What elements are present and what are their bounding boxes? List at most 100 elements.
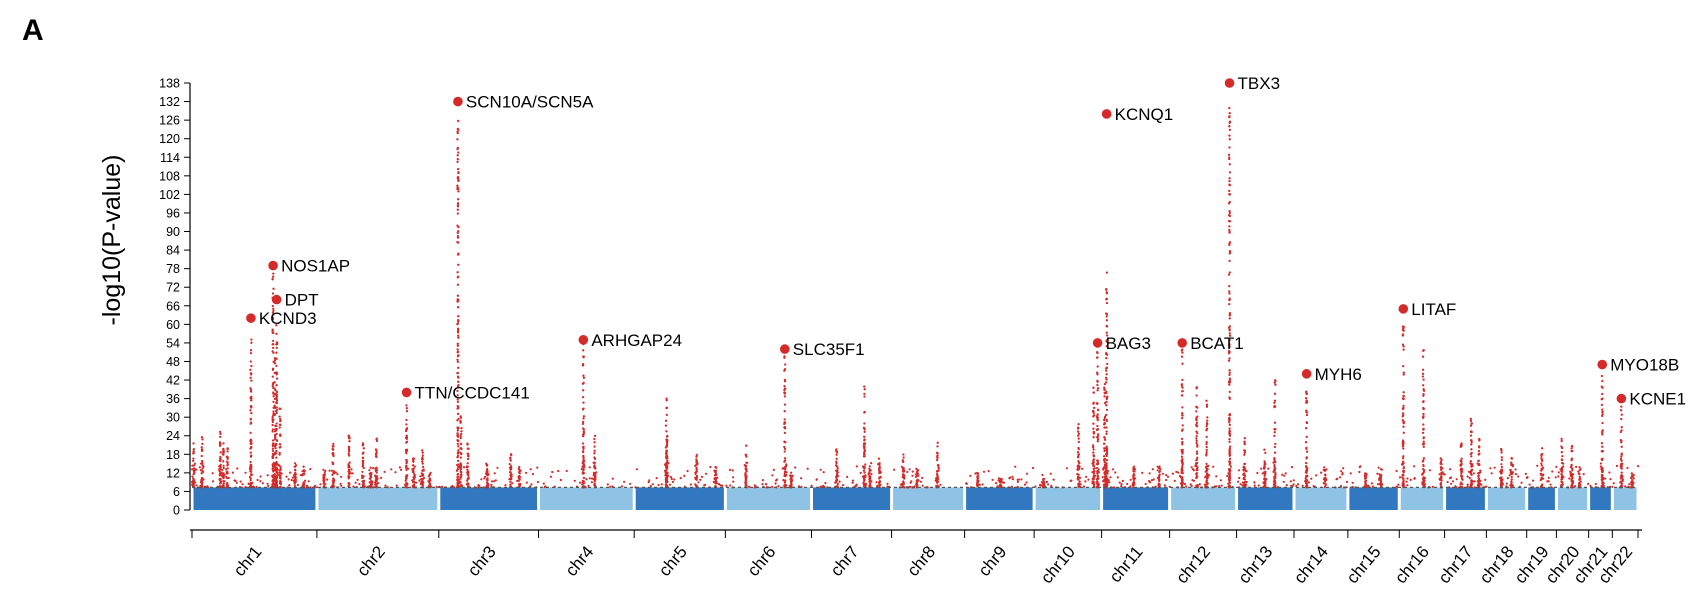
snp-point xyxy=(1401,445,1405,448)
snp-point xyxy=(510,475,513,478)
snp-point xyxy=(1281,473,1284,476)
snp-point xyxy=(272,395,275,398)
snp-point xyxy=(456,176,460,179)
snp-point xyxy=(271,483,274,486)
snp-point xyxy=(1042,478,1045,481)
snp-point xyxy=(902,482,905,485)
snp-point xyxy=(1091,471,1094,474)
snp-point xyxy=(249,409,252,412)
snp-point xyxy=(1133,470,1136,473)
snp-point xyxy=(456,202,460,205)
snp-point xyxy=(1601,410,1604,414)
snp-point xyxy=(1401,457,1405,460)
snp-point xyxy=(1505,482,1508,485)
snp-point xyxy=(1041,473,1044,477)
snp-point xyxy=(271,375,274,378)
snp-point xyxy=(1470,473,1473,476)
snp-point xyxy=(1078,462,1081,465)
snp-point xyxy=(1105,404,1108,407)
snp-point xyxy=(222,442,225,445)
snp-point xyxy=(765,483,768,486)
snp-point xyxy=(376,477,379,480)
snp-point xyxy=(917,474,920,477)
snp-point xyxy=(276,468,279,471)
snp-point xyxy=(372,467,375,470)
snp-point xyxy=(665,399,668,402)
snp-point xyxy=(1471,468,1474,471)
snp-point xyxy=(937,464,940,467)
snp-point xyxy=(1205,405,1209,408)
snp-point xyxy=(1010,485,1014,488)
snp-point xyxy=(1113,486,1116,489)
snp-point xyxy=(783,450,786,453)
snp-point xyxy=(900,483,903,486)
snp-point xyxy=(361,470,364,473)
snp-point xyxy=(456,478,459,482)
snp-point xyxy=(200,472,203,475)
snp-point xyxy=(1076,465,1079,468)
snp-point xyxy=(347,474,350,478)
snp-point xyxy=(1092,415,1095,418)
snp-point xyxy=(301,484,304,487)
snp-point xyxy=(582,401,585,404)
snp-point xyxy=(275,432,278,436)
snp-point xyxy=(665,467,669,470)
snp-point xyxy=(456,167,460,171)
snp-point xyxy=(665,455,669,458)
snp-point xyxy=(1105,408,1109,412)
snp-point xyxy=(1205,435,1208,439)
snp-point xyxy=(348,469,351,472)
chromosome-band-chr9 xyxy=(966,487,1033,510)
snp-point xyxy=(1105,324,1108,328)
snp-point xyxy=(664,483,667,486)
snp-point xyxy=(1630,481,1633,484)
snp-point xyxy=(279,468,282,471)
snp-point xyxy=(725,484,728,487)
snp-point xyxy=(936,477,940,480)
snp-point xyxy=(1016,480,1020,483)
snp-point xyxy=(1228,302,1231,306)
snp-point xyxy=(1422,412,1425,416)
snp-point xyxy=(1402,345,1405,348)
snp-point xyxy=(1180,437,1184,441)
snp-point xyxy=(790,483,793,487)
snp-point xyxy=(1402,348,1405,351)
snp-point xyxy=(1228,397,1232,400)
snp-point xyxy=(279,423,282,426)
y-tick-label: 120 xyxy=(159,132,180,146)
snp-point xyxy=(412,480,415,483)
snp-point xyxy=(490,480,494,483)
snp-point xyxy=(745,444,748,447)
y-tick-label: 84 xyxy=(166,244,180,258)
snp-point xyxy=(783,440,786,443)
chromosome-band-chr17 xyxy=(1446,487,1485,510)
snp-point xyxy=(1601,379,1604,383)
snp-point xyxy=(915,483,918,486)
snp-point xyxy=(1325,478,1328,481)
snp-point xyxy=(1238,476,1241,480)
snp-point xyxy=(1181,424,1184,427)
snp-point xyxy=(1421,372,1425,375)
snp-point xyxy=(1539,479,1542,482)
snp-point xyxy=(592,478,595,481)
snp-point xyxy=(1554,476,1557,479)
snp-point xyxy=(1228,179,1231,183)
snp-point xyxy=(1218,485,1221,488)
lead-snp-marker xyxy=(1224,78,1235,88)
snp-point xyxy=(418,479,421,482)
snp-point xyxy=(250,364,253,368)
snp-point xyxy=(510,473,513,476)
snp-point xyxy=(222,464,225,467)
snp-point xyxy=(1102,442,1106,445)
snp-point xyxy=(1092,454,1095,457)
snp-point xyxy=(1600,414,1604,418)
snp-point xyxy=(1096,417,1099,421)
snp-point xyxy=(581,395,585,399)
snp-point xyxy=(250,406,253,409)
snp-point xyxy=(456,119,460,123)
snp-point xyxy=(319,483,322,486)
snp-point xyxy=(1243,453,1246,456)
snp-point xyxy=(1092,411,1095,415)
snp-point xyxy=(1423,479,1426,483)
y-tick-label: 114 xyxy=(160,151,180,165)
